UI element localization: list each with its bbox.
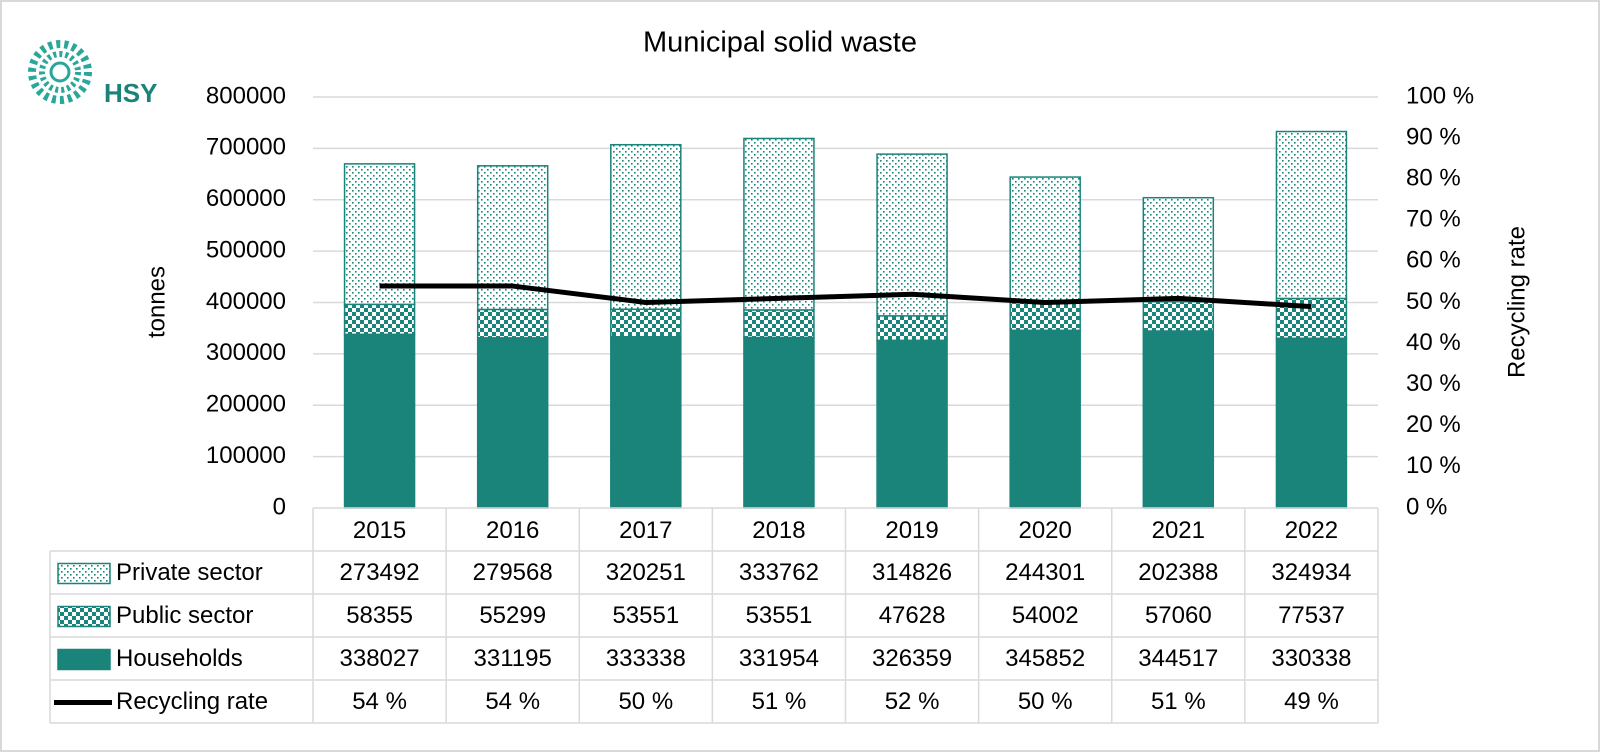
y-tick-label: 700000 xyxy=(206,134,286,161)
bar-segment xyxy=(476,308,549,339)
table-value: 54 % xyxy=(485,688,540,715)
table-value: 279568 xyxy=(473,559,553,586)
logo: HSY xyxy=(28,40,157,108)
bar-segment xyxy=(343,333,416,509)
table-value: 49 % xyxy=(1284,688,1339,715)
y-tick-label: 400000 xyxy=(206,288,286,315)
table-value: 53551 xyxy=(612,602,679,629)
legend-label: Recycling rate xyxy=(116,688,268,715)
table-value: 244301 xyxy=(1005,559,1085,586)
logo-text: HSY xyxy=(104,78,157,108)
legend-label: Private sector xyxy=(116,559,263,586)
bar-segment xyxy=(876,153,948,317)
bar-segment xyxy=(1142,196,1215,303)
legend-key xyxy=(57,562,111,585)
table-value: 345852 xyxy=(1005,645,1085,672)
bar-segment xyxy=(610,143,682,310)
x-tick-label: 2016 xyxy=(486,517,539,544)
y-tick-label: 100000 xyxy=(206,442,286,469)
y2-tick-label: 90 % xyxy=(1406,123,1461,150)
bar-segment xyxy=(1009,301,1081,332)
table-value: 202388 xyxy=(1138,559,1218,586)
bar-segment xyxy=(476,337,549,509)
bar-segment xyxy=(1009,176,1081,304)
table-value: 55299 xyxy=(479,602,546,629)
legend-key xyxy=(57,648,111,671)
bar-segment xyxy=(610,308,682,338)
x-tick-label: 2020 xyxy=(1018,517,1071,544)
bar-segment xyxy=(1009,329,1081,509)
y2-tick-label: 50 % xyxy=(1406,288,1461,315)
table-value: 54002 xyxy=(1012,602,1079,629)
legend-key xyxy=(57,605,111,628)
y2-tick-label: 30 % xyxy=(1406,370,1461,397)
legend-label: Households xyxy=(116,645,243,672)
y2-tick-label: 80 % xyxy=(1406,165,1461,192)
table-value: 333338 xyxy=(606,645,686,672)
bar-segment xyxy=(610,335,682,509)
bar-segment xyxy=(743,336,815,509)
table-value: 57060 xyxy=(1145,602,1212,629)
y-tick-label: 800000 xyxy=(206,82,286,109)
bar-segment xyxy=(1275,130,1348,300)
y-tick-label: 300000 xyxy=(206,339,286,366)
table-value: 53551 xyxy=(746,602,813,629)
bar-segment xyxy=(1275,337,1348,509)
table-value: 52 % xyxy=(885,688,940,715)
bar-segment xyxy=(743,137,815,311)
x-tick-label: 2022 xyxy=(1285,517,1338,544)
table-value: 51 % xyxy=(752,688,807,715)
table-value: 326359 xyxy=(872,645,952,672)
bar-segment xyxy=(343,163,416,306)
table-value: 324934 xyxy=(1271,559,1351,586)
table-value: 77537 xyxy=(1278,602,1345,629)
y2-tick-label: 70 % xyxy=(1406,206,1461,233)
y-tick-label: 500000 xyxy=(206,236,286,263)
y2-tick-label: 60 % xyxy=(1406,247,1461,274)
y2-tick-label: 0 % xyxy=(1406,493,1447,520)
y2-tick-label: 40 % xyxy=(1406,329,1461,356)
y-tick-label: 600000 xyxy=(206,185,286,212)
line-series xyxy=(379,283,1312,310)
y2-tick-label: 10 % xyxy=(1406,452,1461,479)
y2-tick-label: 20 % xyxy=(1406,411,1461,438)
table-value: 54 % xyxy=(352,688,407,715)
table-value: 338027 xyxy=(340,645,420,672)
x-tick-label: 2018 xyxy=(752,517,805,544)
table-value: 51 % xyxy=(1151,688,1206,715)
table-value: 50 % xyxy=(618,688,673,715)
table-value: 331195 xyxy=(474,645,552,672)
bar-segment xyxy=(743,309,815,339)
x-tick-label: 2019 xyxy=(885,517,938,544)
legend-label: Public sector xyxy=(116,602,253,629)
bar-segment xyxy=(876,339,948,509)
table-value: 273492 xyxy=(340,559,420,586)
y-axis-label: tonnes xyxy=(143,266,170,338)
x-tick-label: 2015 xyxy=(353,517,406,544)
y-tick-label: 200000 xyxy=(206,391,286,418)
bar-segment xyxy=(1142,330,1215,509)
bar-segment xyxy=(343,303,416,336)
table-value: 47628 xyxy=(879,602,946,629)
table-value: 50 % xyxy=(1018,688,1073,715)
y2-axis-label: Recycling rate xyxy=(1503,226,1530,378)
y-tick-label: 0 xyxy=(273,493,286,520)
x-tick-label: 2017 xyxy=(619,517,672,544)
table-value: 314826 xyxy=(872,559,952,586)
table-value: 333762 xyxy=(739,559,819,586)
table-value: 320251 xyxy=(606,559,686,586)
bar-segment xyxy=(1142,300,1215,332)
table-value: 58355 xyxy=(346,602,413,629)
table-value: 331954 xyxy=(739,645,819,672)
table-value: 330338 xyxy=(1271,645,1351,672)
chart-title: Municipal solid waste xyxy=(643,27,917,59)
bar-segment xyxy=(876,315,948,342)
table-value: 344517 xyxy=(1138,645,1218,672)
x-tick-label: 2021 xyxy=(1152,517,1205,544)
y2-tick-label: 100 % xyxy=(1406,82,1474,109)
